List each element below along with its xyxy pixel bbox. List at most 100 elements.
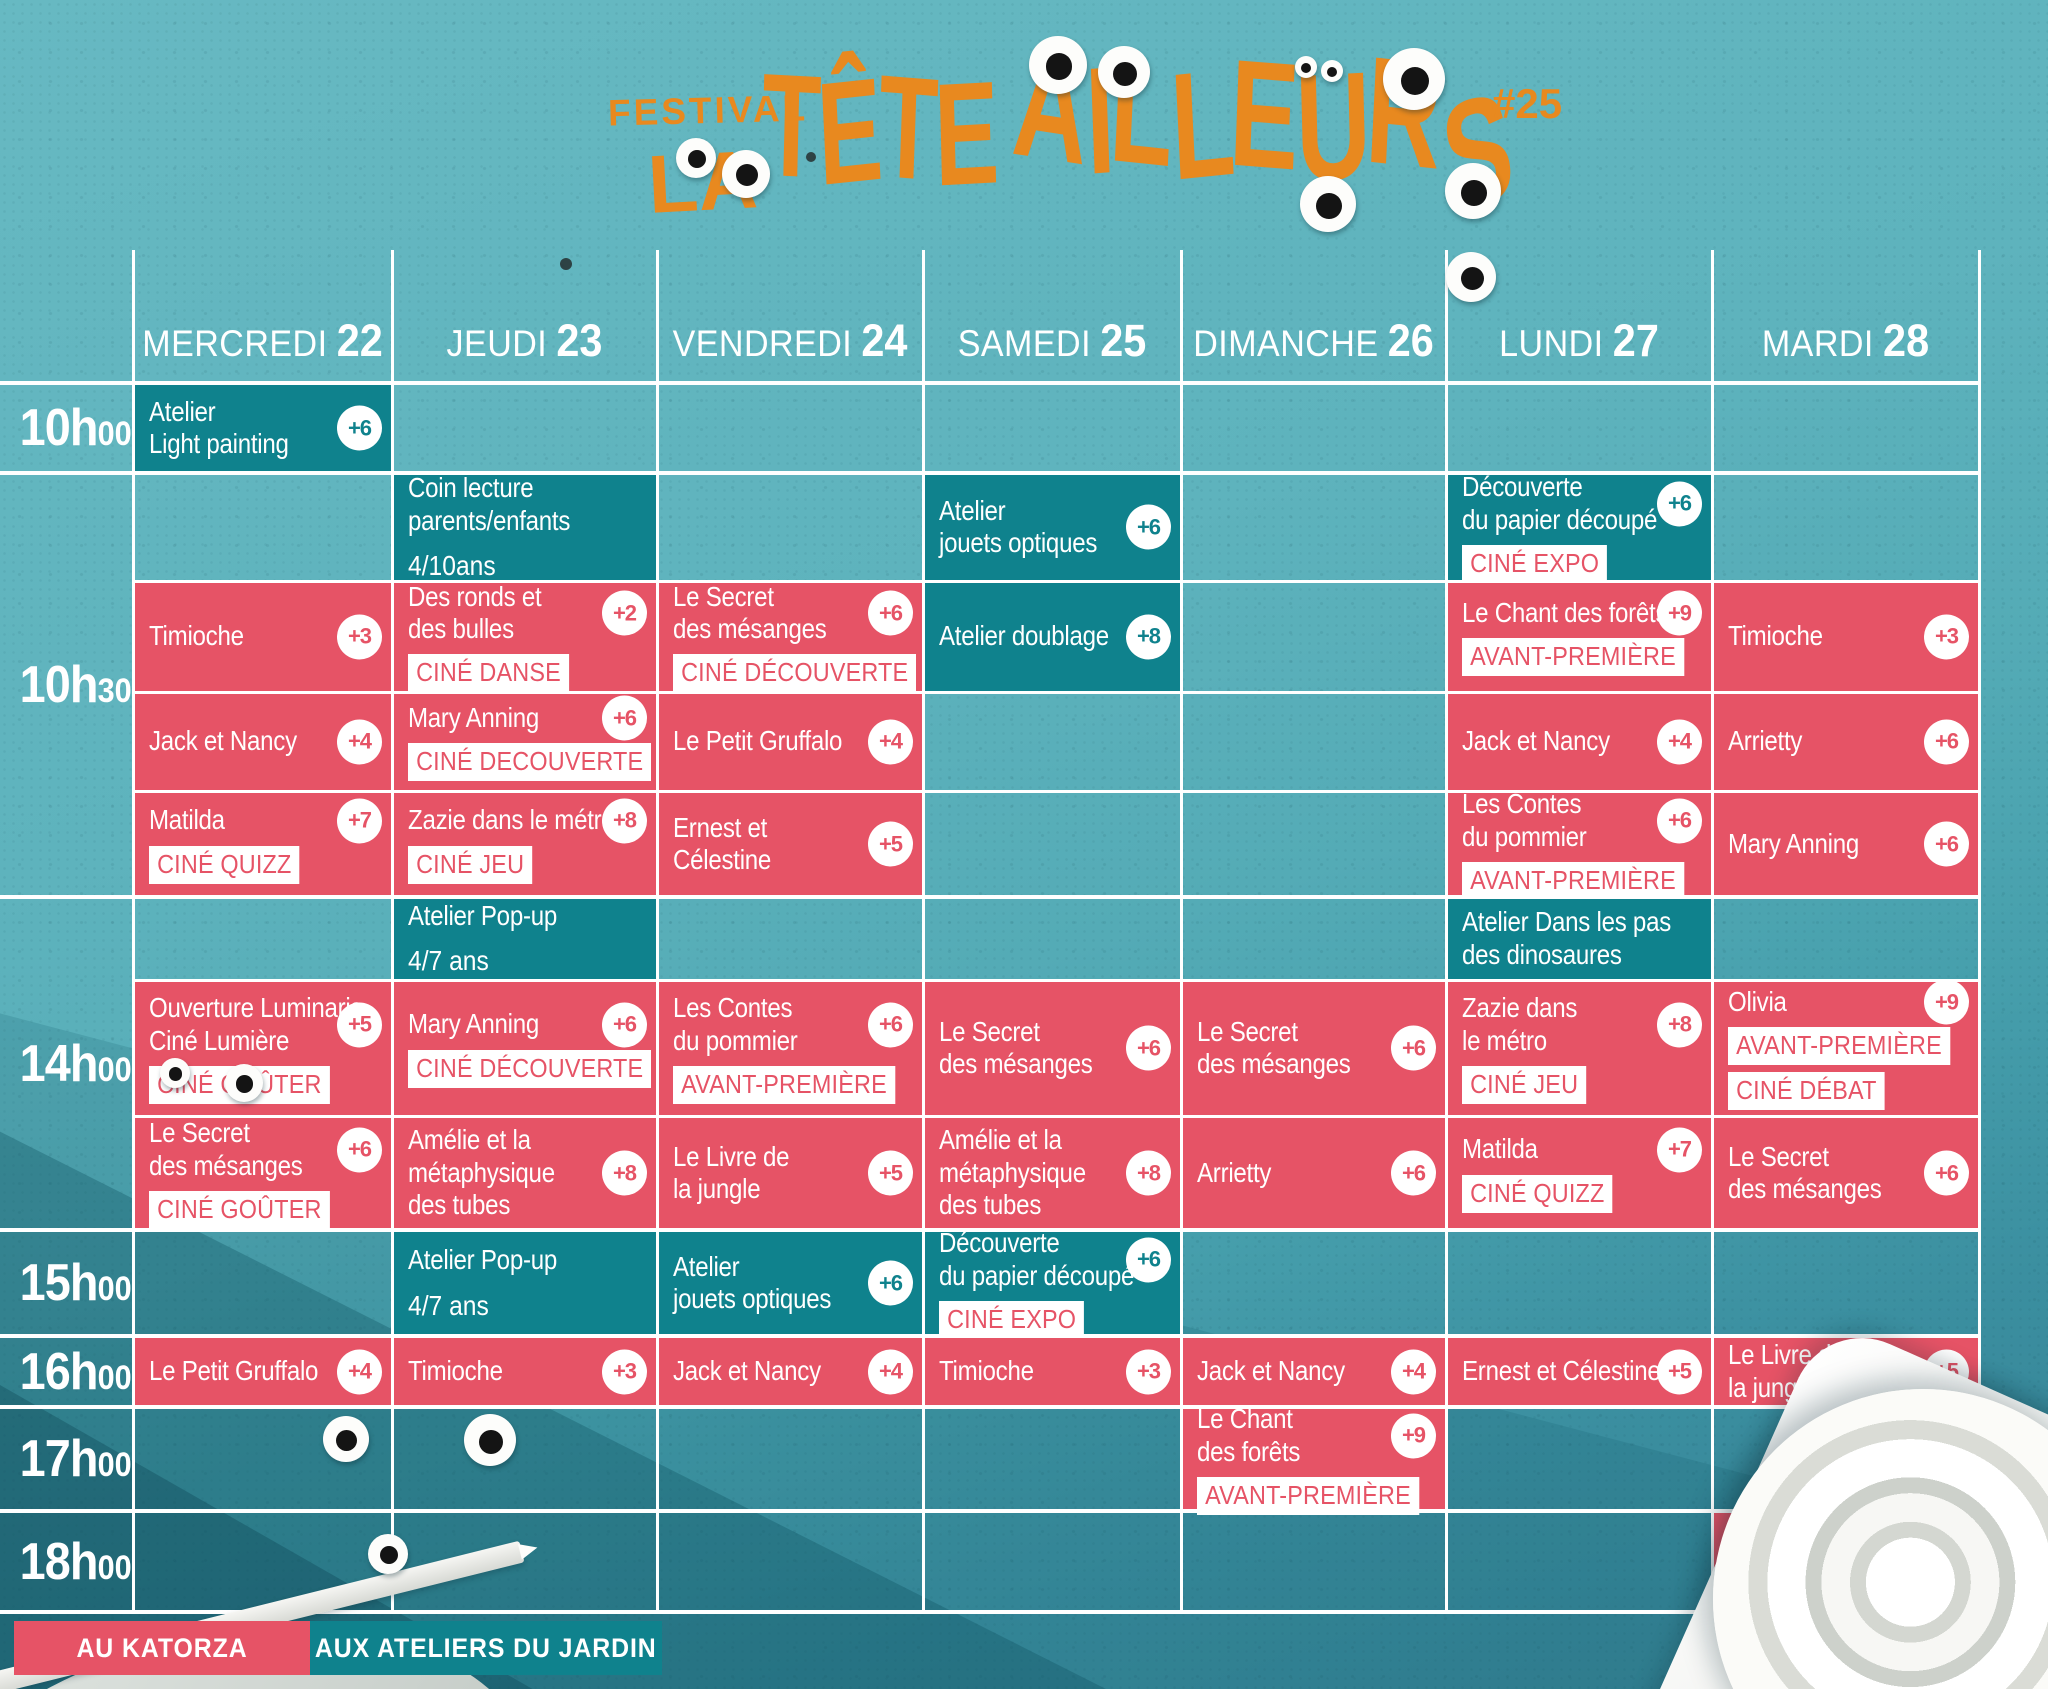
cell-head: Atelier doublage +8: [939, 614, 1171, 659]
event-tags: CINÉ EXPO: [939, 1300, 1169, 1339]
event-tags: CINÉ DECOUVERTE: [408, 743, 652, 782]
grid-line-vertical: [131, 250, 135, 1612]
cell-head: Le Secret des mésanges +6: [1197, 1016, 1436, 1081]
category-tag: CINÉ DANSE: [408, 654, 570, 693]
schedule-cell: Matilda +7 CINÉ QUIZZ: [1446, 1116, 1712, 1230]
event-title: Ernest et Célestine: [673, 811, 772, 875]
event-tags: CINÉ DANSE: [408, 654, 645, 693]
time-minutes: 00: [97, 1270, 132, 1308]
event-title: Ernest et Célestine: [1462, 1355, 1661, 1387]
day-number: 25: [1100, 315, 1147, 366]
day-header-lundi: LUNDI 27: [1457, 315, 1702, 383]
age-badge: +6: [1126, 1025, 1171, 1071]
day-header-dimanche: DIMANCHE 26: [1192, 315, 1436, 383]
schedule-cell: Zazie dans le métro +8 CINÉ JEU: [392, 791, 657, 897]
googly-eye-icon: [722, 150, 770, 198]
grid-line-vertical: [1444, 250, 1448, 1612]
category-tag: CINÉ DECOUVERTE: [408, 743, 652, 782]
event-tags: CINÉ DÉCOUVERTE: [408, 1049, 652, 1088]
day-name: MARDI: [1761, 323, 1874, 364]
cell-head: Les Contes du pommier +6: [673, 992, 913, 1057]
cell-head: Le Petit Gruffalo +4: [673, 719, 913, 764]
event-title: Jack et Nancy: [1462, 725, 1610, 757]
day-number: 23: [556, 315, 603, 366]
event-title: Jack et Nancy: [673, 1355, 821, 1387]
time-label-10h30: 10h30: [19, 655, 133, 715]
category-tag: CINÉ JEU: [1462, 1065, 1587, 1104]
time-minutes: 00: [97, 415, 132, 453]
event-tags: AVANT-PREMIÈRE: [1462, 638, 1700, 677]
event-title: Atelier Pop-up: [408, 1244, 557, 1276]
googly-eye-icon: [1029, 36, 1087, 94]
day-number: 22: [336, 315, 383, 366]
grid-line-horizontal: [0, 381, 1981, 385]
schedule-cell: Atelier Dans les pas des dinosaures: [1446, 897, 1712, 980]
cell-head: Atelier Pop-up: [408, 1244, 645, 1276]
schedule-cell: Le Secret des mésanges +6 CINÉ DÉCOUVERTE: [657, 581, 923, 693]
age-badge: +6: [602, 1002, 647, 1047]
schedule-cell: Les Contes du pommier +6 AVANT-PREMIÈRE: [1446, 788, 1712, 900]
cell-head: Mary Anning +6: [408, 1002, 647, 1047]
grid-line-vertical: [655, 250, 659, 1612]
grid-line-horizontal: [0, 1509, 1981, 1513]
schedule-cell: Des ronds et des bulles +2 CINÉ DANSE: [392, 580, 657, 693]
googly-eye-icon: [1321, 60, 1343, 82]
cell-head: Jack et Nancy +4: [1197, 1349, 1436, 1394]
age-badge: +6: [1391, 1025, 1436, 1071]
event-title: Atelier jouets optiques: [673, 1250, 832, 1314]
schedule-cell: Le Secret des mésanges +6: [923, 980, 1181, 1116]
category-tag: CINÉ QUIZZ: [149, 845, 300, 884]
grid-line-horizontal: [0, 471, 1981, 475]
cell-head: Le Livre de la jungle +5: [673, 1141, 913, 1206]
event-tags: CINÉ JEU: [1462, 1065, 1700, 1104]
event-title: Jack et Nancy: [149, 725, 297, 757]
event-title: Des ronds et des bulles: [408, 580, 542, 644]
event-title: Atelier Pop-up: [408, 899, 557, 931]
cell-head: Mary Anning +6: [1728, 821, 1969, 867]
logo-festival: FESTIVAL: [607, 87, 809, 134]
time-minutes: 00: [97, 1446, 132, 1484]
time-label-14h00: 14h00: [19, 1034, 133, 1094]
age-badge: +3: [1126, 1349, 1171, 1394]
age-badge: +5: [868, 821, 913, 867]
speck-dot: [560, 258, 572, 270]
event-title: Amélie et la métaphysique des tubes: [408, 1124, 555, 1221]
schedule-cell: Atelier Pop-up 4/7 ans: [392, 897, 657, 980]
event-title: Atelier doublage: [939, 620, 1109, 652]
cell-head: Le Secret des mésanges +6: [1728, 1140, 1969, 1206]
schedule-cell: Le Secret des mésanges +6: [1712, 1116, 1979, 1230]
category-tag: CINÉ DÉCOUVERTE: [408, 1049, 652, 1088]
event-title: Le Petit Gruffalo: [673, 725, 843, 757]
event-tags: CINÉ DÉCOUVERTE: [673, 654, 917, 693]
googly-eye-icon: [368, 1534, 408, 1574]
age-badge: +4: [868, 719, 913, 764]
cell-head: Découverte du papier découpé +6: [1462, 471, 1702, 536]
day-header-samedi: SAMEDI 25: [933, 315, 1170, 383]
schedule-cell: Timioche +3: [392, 1336, 657, 1407]
event-title: Arrietty: [1197, 1156, 1272, 1188]
schedule-cell: Jack et Nancy +4: [133, 692, 392, 791]
cell-head: Le Chant des forêts +9: [1462, 590, 1702, 636]
day-number: 24: [861, 315, 908, 366]
age-badge: +2: [602, 590, 647, 636]
event-title: Les Contes du pommier: [673, 992, 798, 1056]
category-tag: CINÉ DÉBAT: [1728, 1072, 1885, 1111]
age-badge: +6: [1657, 481, 1702, 526]
cell-head: Atelier Light painting +6: [149, 396, 382, 461]
googly-eye-icon: [225, 1064, 263, 1102]
event-tags: CINÉ JEU: [408, 845, 645, 884]
googly-eye-icon: [160, 1058, 190, 1088]
schedule-cell: Atelier Pop-up 4/7 ans: [392, 1230, 657, 1336]
age-badge: +5: [1657, 1349, 1702, 1394]
time-label-16h00: 16h00: [19, 1342, 133, 1402]
cell-head: Matilda +7: [149, 798, 382, 843]
event-title: Le Secret des mésanges: [1728, 1140, 1882, 1204]
event-title: Matilda: [149, 804, 225, 836]
age-badge: +7: [337, 798, 382, 843]
schedule-cell: Le Secret des mésanges +6 CINÉ GOÛTER: [133, 1116, 392, 1230]
event-title: Atelier jouets optiques: [939, 494, 1098, 558]
grid-line-horizontal: [0, 895, 1981, 899]
googly-eye-icon: [1446, 252, 1496, 302]
cell-head: Le Petit Gruffalo +4: [149, 1349, 382, 1394]
googly-eye-icon: [1295, 56, 1317, 78]
